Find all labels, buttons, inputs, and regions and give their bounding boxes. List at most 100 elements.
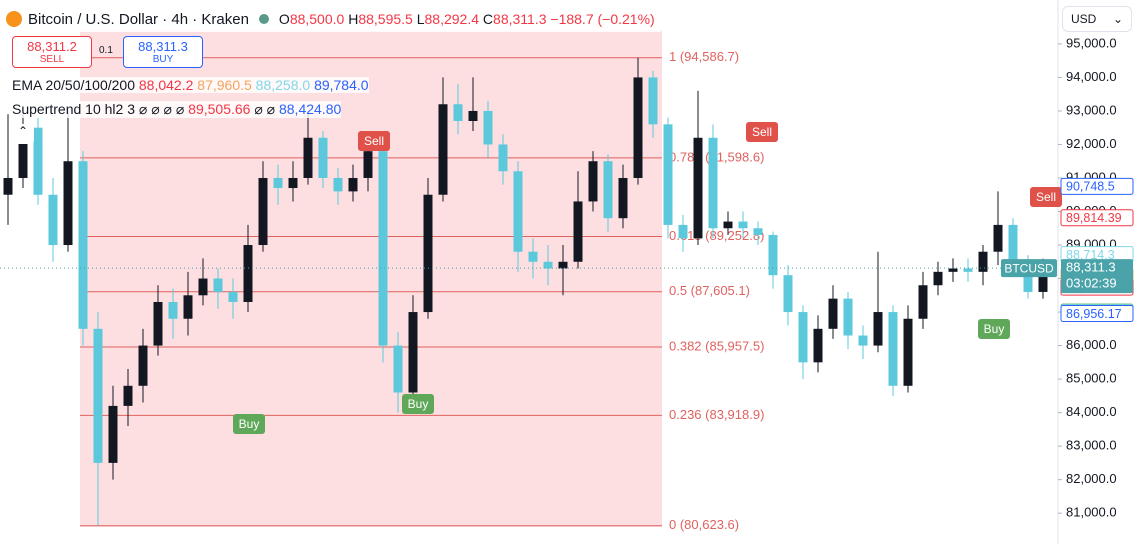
candle-body bbox=[498, 144, 508, 172]
signal-label bbox=[233, 414, 265, 434]
l-label: L bbox=[416, 11, 425, 27]
candle-body bbox=[648, 77, 658, 125]
signal-label bbox=[402, 394, 434, 414]
symbol[interactable]: Bitcoin / U.S. Dollar · 4h · Kraken bbox=[28, 10, 249, 28]
candle-body bbox=[333, 177, 343, 192]
y-tick-label: 84,000.0 bbox=[1066, 404, 1117, 419]
st-label: Supertrend 10 hl2 3 bbox=[12, 101, 135, 117]
c-label: C bbox=[482, 11, 494, 27]
supertrend-legend[interactable]: Supertrend 10 hl2 3 ⌀ ⌀ ⌀ ⌀ 89,505.66 ⌀ … bbox=[12, 101, 342, 118]
candle-body bbox=[813, 328, 823, 363]
collapse-button[interactable]: ⌃ bbox=[12, 124, 34, 144]
candle-body bbox=[828, 298, 838, 329]
candle-body bbox=[1008, 224, 1018, 266]
buy-price: 88,311.3 bbox=[138, 39, 188, 54]
candle-body bbox=[843, 298, 853, 336]
y-tick-label: 93,000.0 bbox=[1066, 102, 1117, 117]
sell-label: SELL bbox=[39, 54, 65, 65]
fib-label: 0 (80,623.6) bbox=[669, 517, 739, 532]
ema-legend[interactable]: EMA 20/50/100/200 88,042.2 87,960.5 88,2… bbox=[12, 77, 369, 93]
candle-body bbox=[888, 312, 898, 386]
candle-body bbox=[243, 245, 253, 302]
ema-value: 89,784.0 bbox=[314, 77, 369, 93]
candle-body bbox=[138, 345, 148, 386]
h-label: H bbox=[348, 11, 359, 27]
ema-value: 87,960.5 bbox=[197, 77, 252, 93]
candle-body bbox=[783, 275, 793, 313]
signal-label bbox=[1030, 187, 1062, 207]
ema-value: 88,258.0 bbox=[255, 77, 311, 93]
candle-body bbox=[33, 127, 43, 195]
y-tick-label: 85,000.0 bbox=[1066, 371, 1117, 386]
header: Bitcoin / U.S. Dollar · 4h · Kraken O88,… bbox=[6, 6, 661, 32]
candle-body bbox=[663, 124, 673, 225]
candle-body bbox=[708, 137, 718, 229]
fib-label: 1 (94,586.7) bbox=[669, 49, 739, 64]
candle-body bbox=[228, 291, 238, 302]
price-badge-label: 88,714.3 bbox=[1066, 248, 1115, 262]
ema-label: EMA 20/50/100/200 bbox=[12, 77, 135, 93]
candle-body bbox=[573, 201, 583, 262]
y-tick-label: 86,000.0 bbox=[1066, 337, 1117, 352]
last-price-badge bbox=[1061, 259, 1133, 294]
candle-body bbox=[63, 161, 73, 246]
price-badge-label: 90,748.5 bbox=[1066, 180, 1115, 194]
candle-body bbox=[993, 224, 1003, 252]
signal-text: Sell bbox=[752, 125, 772, 139]
y-tick-label: 95,000.0 bbox=[1066, 35, 1117, 50]
c-value: 88,311.3 bbox=[493, 11, 547, 27]
candle-body bbox=[588, 161, 598, 202]
y-tick-label: 82,000.0 bbox=[1066, 471, 1117, 486]
candle-body bbox=[513, 171, 523, 252]
candle-body bbox=[393, 345, 403, 393]
candle-body bbox=[768, 234, 778, 276]
price-badge bbox=[1060, 305, 1134, 323]
signal-text: Sell bbox=[364, 134, 384, 148]
y-tick-label: 81,000.0 bbox=[1066, 505, 1117, 520]
fib-label: 0.236 (83,918.9) bbox=[669, 407, 764, 422]
signal-label bbox=[978, 319, 1010, 339]
candle-body bbox=[528, 251, 538, 262]
fib-label: 0.618 (89,252.8) bbox=[669, 228, 764, 243]
candle-body bbox=[978, 251, 988, 272]
currency-select[interactable]: USD ⌄ bbox=[1062, 6, 1132, 32]
candle-body bbox=[453, 104, 463, 122]
st-icons: ⌀ ⌀ ⌀ ⌀ bbox=[138, 101, 185, 117]
candle-body bbox=[288, 177, 298, 189]
candle-body bbox=[618, 177, 628, 219]
candle-body bbox=[198, 278, 208, 296]
st-value: 89,505.66 bbox=[188, 101, 251, 117]
candle-body bbox=[123, 385, 133, 406]
candle-body bbox=[3, 177, 13, 195]
candle-body bbox=[438, 104, 448, 195]
last-price-label: 88,311.3 bbox=[1066, 260, 1116, 275]
candle-body bbox=[378, 151, 388, 346]
candle-body bbox=[303, 137, 313, 178]
currency: USD bbox=[1071, 12, 1097, 26]
candle-body bbox=[78, 161, 88, 329]
candle-body bbox=[723, 221, 733, 229]
candle-body bbox=[273, 177, 283, 189]
candle-body bbox=[348, 177, 358, 192]
candle-body bbox=[873, 312, 883, 346]
l-value: 88,292.4 bbox=[424, 11, 480, 27]
candle-body bbox=[48, 194, 58, 246]
candle-body bbox=[678, 224, 688, 239]
candle-body bbox=[858, 335, 868, 346]
price-badge bbox=[1060, 209, 1134, 227]
sell-button[interactable]: 88,311.2 SELL bbox=[12, 36, 92, 68]
candle-body bbox=[633, 77, 643, 178]
candle-body bbox=[18, 127, 28, 178]
candle-body bbox=[363, 151, 373, 178]
y-tick-label: 83,000.0 bbox=[1066, 438, 1117, 453]
o-value: 88,500.0 bbox=[289, 11, 345, 27]
y-tick-label: 92,000.0 bbox=[1066, 136, 1117, 151]
signal-text: Sell bbox=[1036, 190, 1056, 204]
symbol-badge-text: BTCUSD bbox=[1004, 261, 1054, 275]
candle-body bbox=[423, 194, 433, 313]
buy-button[interactable]: 88,311.3 BUY bbox=[123, 36, 203, 68]
candle-body bbox=[753, 228, 763, 235]
candle-body bbox=[108, 405, 118, 463]
candle-body bbox=[963, 268, 973, 272]
